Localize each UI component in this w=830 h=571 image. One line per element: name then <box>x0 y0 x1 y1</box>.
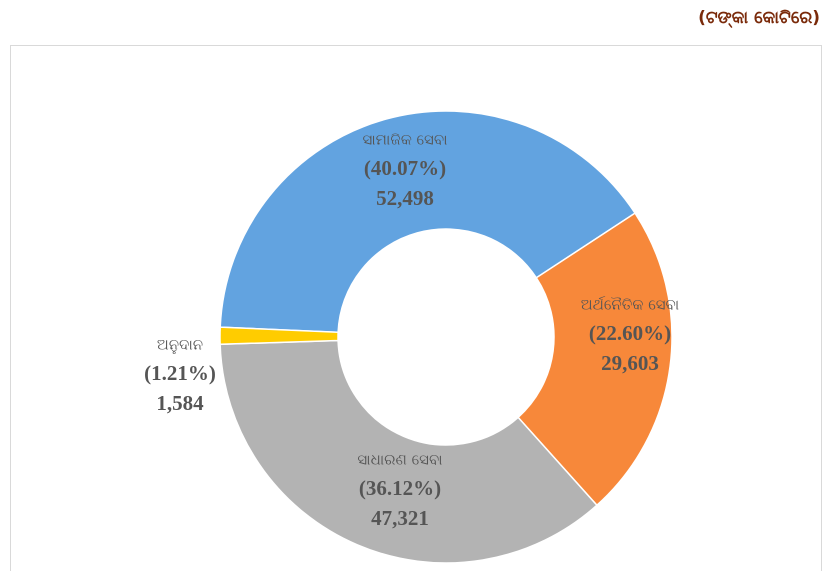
slice-value: 47,321 <box>371 506 429 530</box>
slice-percentage: (36.12%) <box>359 476 441 500</box>
slice-value: 52,498 <box>376 186 434 210</box>
unit-label: (ଟଙ୍କା କୋଟିରେ) <box>698 8 820 29</box>
slice-percentage: (1.21%) <box>144 361 216 385</box>
donut-slice <box>219 326 339 346</box>
donut-slice <box>219 339 598 564</box>
donut-slice <box>219 110 637 334</box>
donut-slice <box>517 212 673 507</box>
slice-value: 1,584 <box>156 391 204 415</box>
slice-percentage: (22.60%) <box>589 321 671 345</box>
slice-category: ଅର୍ଥନୈତିକ ସେବା <box>581 296 679 314</box>
slice-category: ସାଧାରଣ ସେବା <box>357 451 442 469</box>
slice-percentage: (40.07%) <box>364 156 446 180</box>
slice-value: 29,603 <box>601 351 659 375</box>
slice-category: ଅନୁଦାନ <box>157 336 203 355</box>
slice-category: ସାମାଜିକ ସେବା <box>362 131 447 149</box>
